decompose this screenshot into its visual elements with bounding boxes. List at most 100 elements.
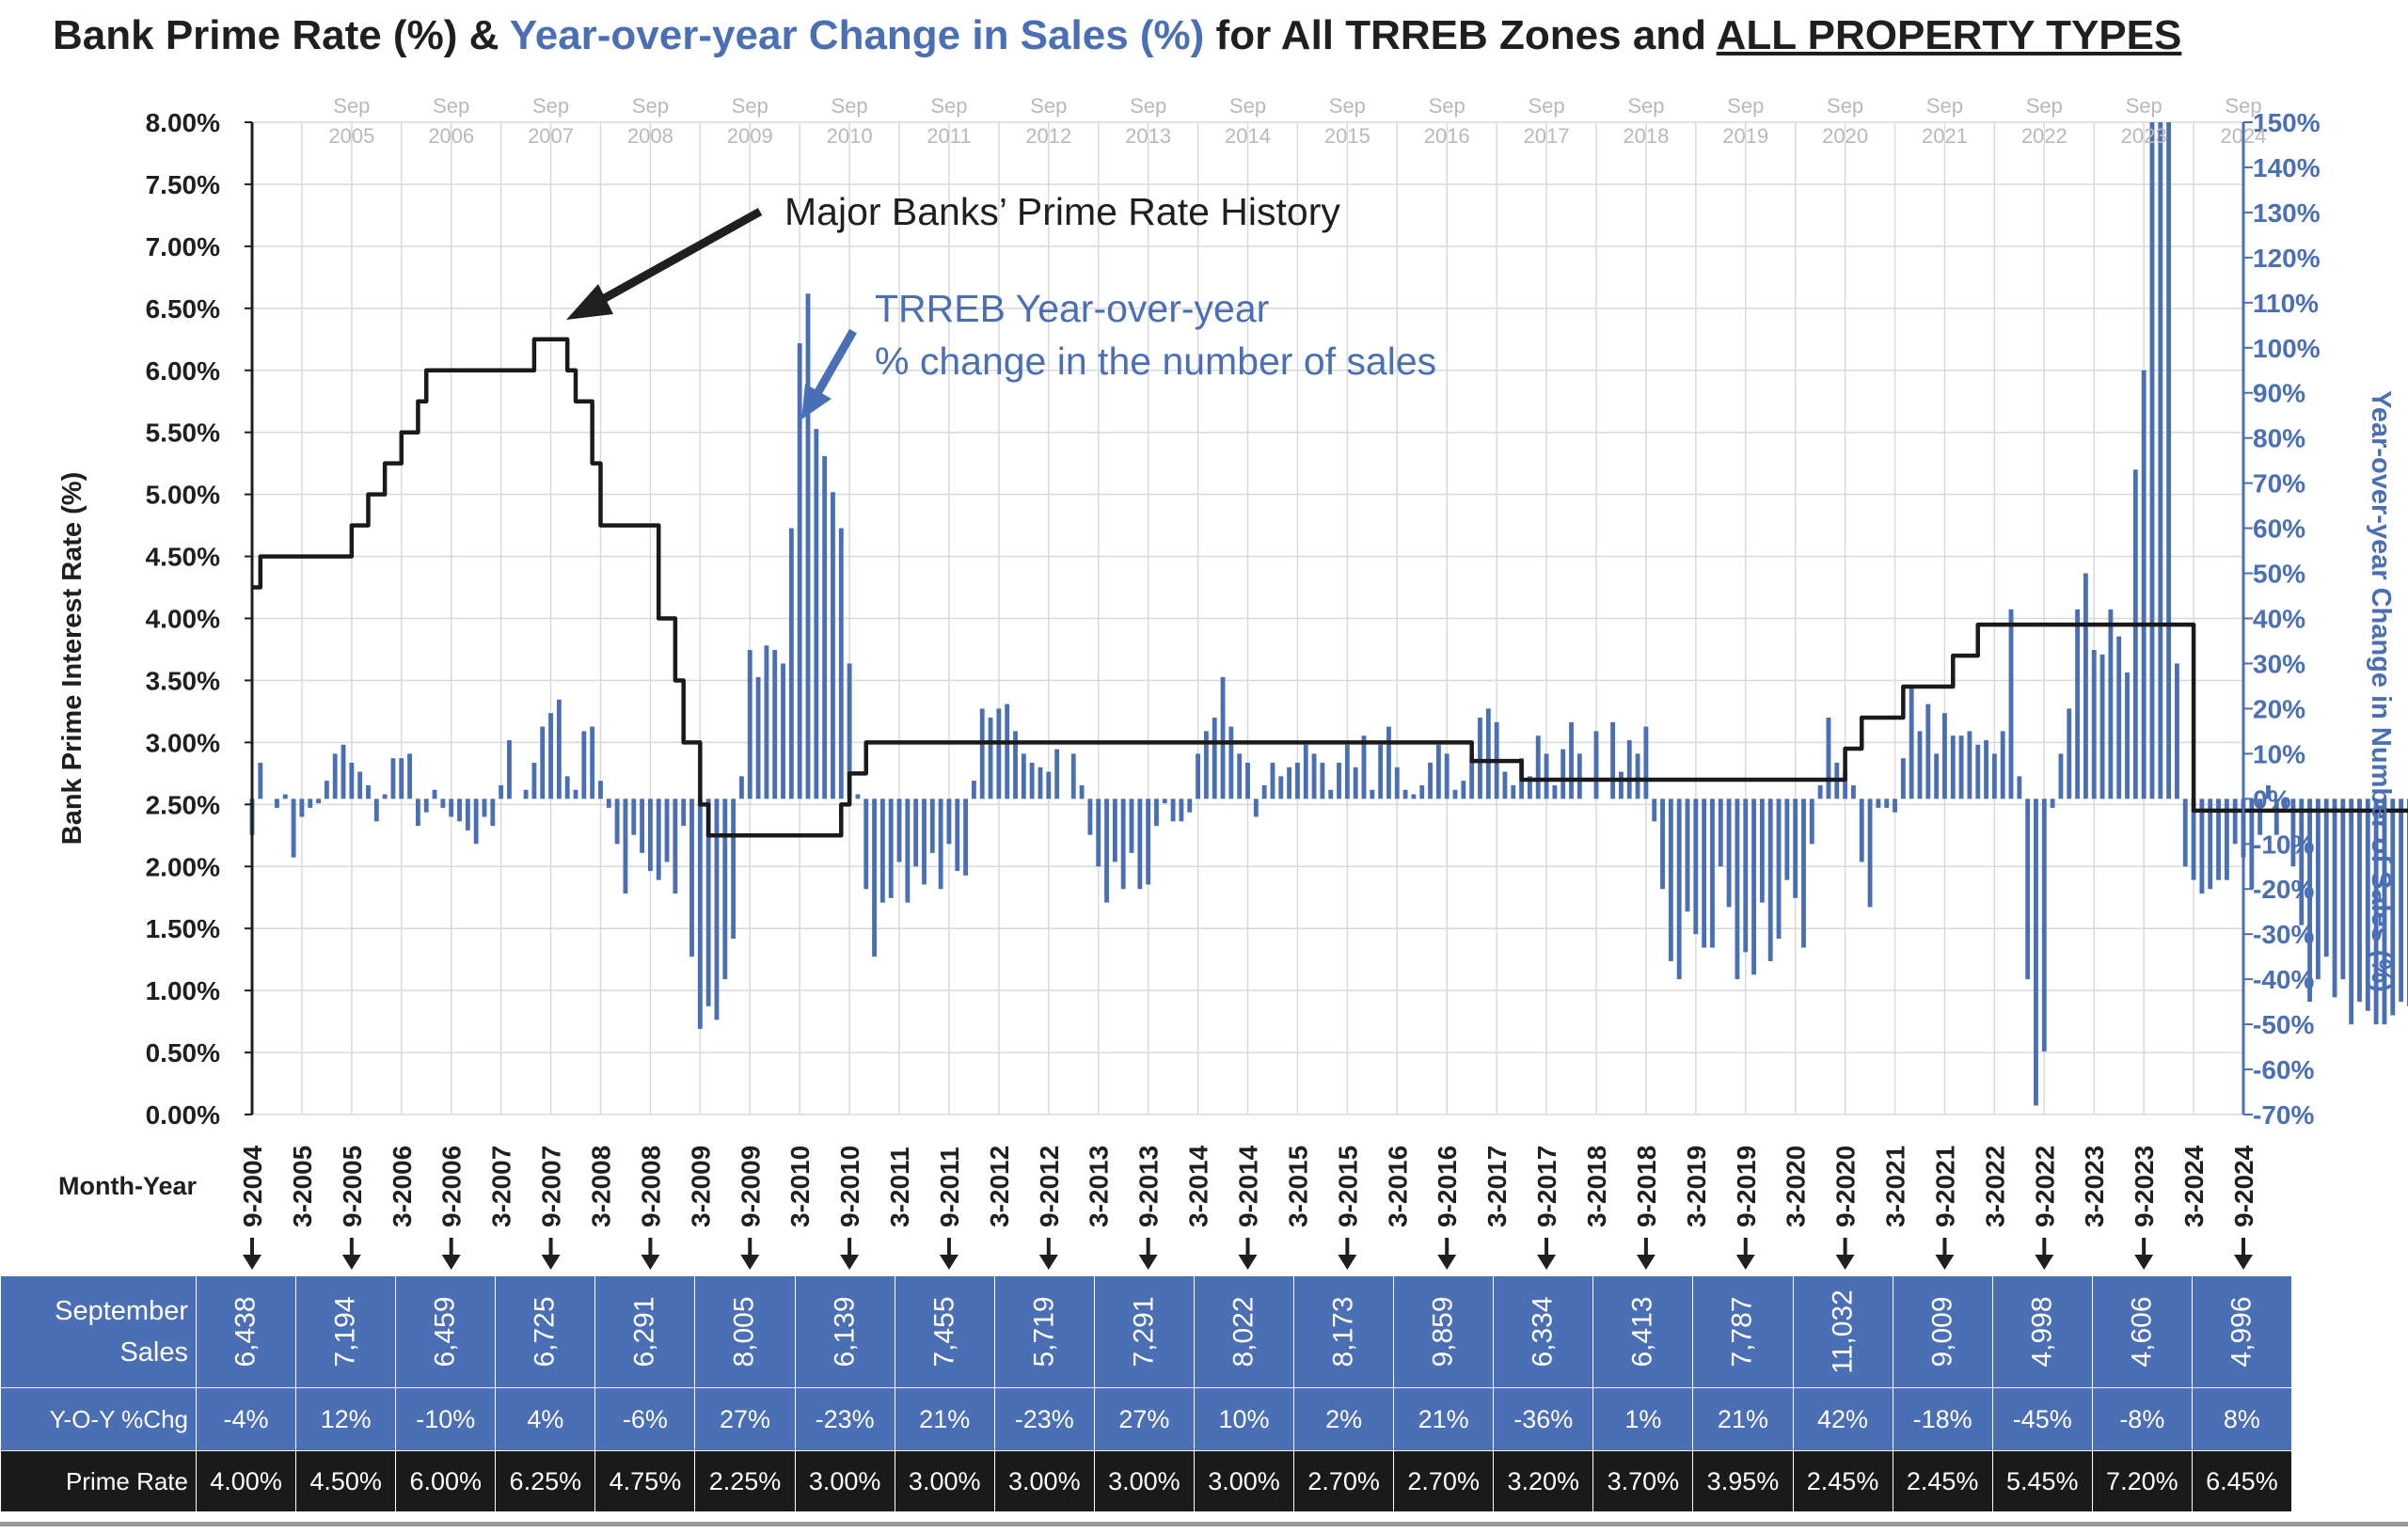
sales-bar bbox=[573, 789, 578, 799]
sales-bar bbox=[831, 492, 835, 799]
x-tick-label: 3-2017 bbox=[1482, 1146, 1512, 1227]
sales-bar bbox=[1884, 799, 1890, 808]
sales-annotation-line-1: TRREB Year-over-year bbox=[875, 287, 1269, 330]
right-tick-label: 130% bbox=[2253, 198, 2321, 228]
september-sales-cell: 6,413 bbox=[1592, 1275, 1694, 1388]
sales-bar bbox=[2099, 654, 2105, 799]
x-tick-label: 3-2011 bbox=[885, 1147, 914, 1227]
sales-bar bbox=[681, 799, 687, 827]
sales-bar bbox=[1569, 721, 1574, 799]
title-part-3: for All TRREB Zones and bbox=[1204, 12, 1717, 58]
top-label-year: 2017 bbox=[1524, 124, 1570, 148]
prime-rate-cell: 3.00% bbox=[993, 1450, 1095, 1512]
top-label-year: 2022 bbox=[2021, 124, 2067, 148]
september-sales-cell: 8,173 bbox=[1293, 1275, 1395, 1388]
sales-bar bbox=[548, 713, 553, 799]
prime-rate-cell: 3.70% bbox=[1592, 1450, 1694, 1512]
sales-bar bbox=[1428, 762, 1433, 799]
sales-bar bbox=[507, 739, 512, 799]
september-sales-cell: 6,438 bbox=[195, 1275, 297, 1388]
label-september-sales: September Sales bbox=[0, 1275, 197, 1388]
sales-bar bbox=[705, 799, 711, 1006]
right-tick-label: -10% bbox=[2253, 830, 2314, 859]
x-axis-arrow-head bbox=[441, 1255, 461, 1270]
september-sales-value: 4,996 bbox=[2226, 1296, 2258, 1368]
sales-annotation-arrowhead bbox=[801, 384, 832, 419]
sales-bar bbox=[1294, 762, 1300, 799]
sales-bar bbox=[382, 794, 388, 799]
top-label-year: 2021 bbox=[1922, 124, 1968, 148]
sales-bar bbox=[590, 726, 595, 799]
sales-bar bbox=[838, 528, 844, 799]
left-tick-label: 6.50% bbox=[146, 294, 220, 324]
x-axis-ticks: 9-2004 3-2005 9-2005 3-2006 9-2006 3-2007 9-20… bbox=[238, 1145, 2258, 1227]
sales-bar bbox=[2116, 636, 2122, 799]
september-sales-value: 5,719 bbox=[1028, 1296, 1060, 1368]
september-sales-value: 6,413 bbox=[1626, 1296, 1658, 1368]
top-axis-labels: Sep 2005 Sep 2006 Sep 2007 Sep 2008 Sep 2009 Sep 20… bbox=[328, 94, 2266, 148]
sales-bar bbox=[1942, 713, 1947, 799]
sales-bar bbox=[1511, 784, 1516, 799]
sales-bar bbox=[1793, 799, 1798, 898]
sales-bar bbox=[1394, 767, 1400, 799]
x-tick-label: 9-2020 bbox=[1831, 1146, 1861, 1227]
september-sales-value: 6,459 bbox=[429, 1296, 461, 1368]
left-tick-label: 4.50% bbox=[146, 543, 220, 572]
sales-bar bbox=[1112, 799, 1117, 862]
prime-rate-cell: 3.00% bbox=[794, 1450, 895, 1512]
sales-bar bbox=[2050, 799, 2055, 808]
top-label-year: 2023 bbox=[2121, 124, 2167, 148]
sales-bar bbox=[1378, 744, 1384, 799]
x-axis-arrow-head bbox=[1835, 1255, 1855, 1270]
sales-bar bbox=[299, 799, 305, 817]
sales-bar bbox=[1776, 799, 1782, 939]
sales-bar bbox=[955, 799, 960, 872]
september-sales-value: 6,139 bbox=[829, 1296, 861, 1368]
top-label-month: Sep bbox=[2225, 94, 2261, 118]
prime-rate-cell: 6.00% bbox=[395, 1450, 497, 1512]
right-tick-label: -20% bbox=[2253, 875, 2314, 904]
x-tick-label: 9-2012 bbox=[1035, 1146, 1064, 1227]
top-label-year: 2008 bbox=[627, 124, 673, 148]
left-tick-label: 2.00% bbox=[146, 852, 220, 881]
top-label-year: 2014 bbox=[1225, 124, 1271, 148]
x-axis-arrow-head bbox=[939, 1255, 958, 1270]
x-tick-label: 3-2021 bbox=[1881, 1146, 1910, 1227]
september-sales-value: 6,725 bbox=[529, 1296, 561, 1368]
sales-bar bbox=[399, 758, 404, 799]
x-axis-arrow-head bbox=[1238, 1255, 1258, 1270]
yoy-change-cell: 10% bbox=[1193, 1387, 1295, 1451]
sales-bar bbox=[963, 799, 969, 876]
top-label-year: 2013 bbox=[1125, 124, 1171, 148]
right-tick-label: 10% bbox=[2253, 739, 2305, 768]
x-tick-label: 3-2006 bbox=[388, 1146, 417, 1227]
sales-bar bbox=[614, 799, 620, 845]
sales-bar bbox=[2224, 799, 2229, 880]
sales-bar bbox=[1702, 799, 1707, 948]
sales-bar bbox=[2373, 799, 2379, 1025]
top-label-month: Sep bbox=[1528, 94, 1564, 118]
sales-bar bbox=[623, 799, 628, 894]
sales-bar bbox=[1593, 731, 1599, 799]
sales-bar bbox=[407, 753, 413, 799]
x-tick-label: 9-2016 bbox=[1433, 1146, 1462, 1227]
x-axis-arrow-head bbox=[2234, 1255, 2253, 1270]
sales-bar bbox=[1784, 799, 1790, 880]
x-axis-arrow-head bbox=[1537, 1255, 1557, 1270]
top-label-month: Sep bbox=[1627, 94, 1664, 118]
sales-bar bbox=[2232, 799, 2238, 845]
sales-bar bbox=[2266, 784, 2271, 799]
row-yoy-change: Y-O-Y %Chg -4% 12% -10% 4% -6% 27% -23% 21% -23%… bbox=[0, 1387, 2292, 1451]
top-label-month: Sep bbox=[632, 94, 669, 118]
right-tick-label: -60% bbox=[2253, 1055, 2314, 1084]
sales-bar bbox=[540, 726, 546, 799]
september-sales-cell: 6,291 bbox=[594, 1275, 696, 1388]
sales-bar bbox=[1485, 708, 1491, 799]
x-tick-label: 9-2011 bbox=[935, 1147, 964, 1227]
prime-rate-cell: 6.45% bbox=[2191, 1450, 2292, 1512]
sales-bar bbox=[490, 799, 496, 827]
sales-annotation-line-2: % change in the number of sales bbox=[875, 340, 1436, 383]
sales-bar bbox=[598, 781, 603, 799]
sales-bar bbox=[1370, 789, 1375, 799]
right-tick-label: -70% bbox=[2253, 1100, 2314, 1130]
